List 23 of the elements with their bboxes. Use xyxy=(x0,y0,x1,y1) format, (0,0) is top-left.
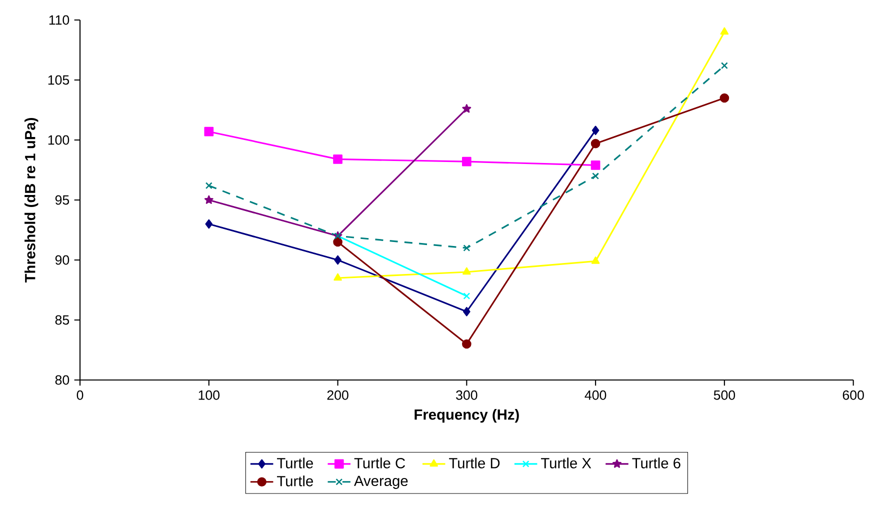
y-axis-title: Threshold (dB re 1 uPa) xyxy=(24,118,38,283)
y-tick-label: 90 xyxy=(55,255,70,265)
x-tick-label: 300 xyxy=(456,390,478,400)
x-tick-label: 200 xyxy=(327,390,348,400)
legend-label: Turtle D xyxy=(449,458,500,469)
y-tick-label: 110 xyxy=(49,15,70,25)
x-tick-label: 0 xyxy=(76,390,84,400)
x-tick-label: 600 xyxy=(842,390,864,400)
legend-label: Average xyxy=(354,476,408,490)
legend-label: Turtle 6 xyxy=(632,458,680,469)
y-tick-label: 85 xyxy=(55,315,70,325)
legend-label: Turtle C xyxy=(354,458,406,469)
x-tick-label: 400 xyxy=(584,390,606,400)
x-axis-title: Frequency (Hz) xyxy=(414,409,519,423)
legend-label: Turtle X xyxy=(541,458,592,469)
y-tick-label: 80 xyxy=(55,375,70,385)
y-tick-label: 95 xyxy=(55,195,70,205)
legend-label: Turtle xyxy=(277,458,313,469)
x-tick-label: 500 xyxy=(714,390,736,400)
legend-label: Turtle xyxy=(277,476,313,486)
y-tick-label: 100 xyxy=(48,135,70,145)
x-tick-label: 100 xyxy=(198,390,220,400)
y-tick-label: 105 xyxy=(48,75,70,85)
